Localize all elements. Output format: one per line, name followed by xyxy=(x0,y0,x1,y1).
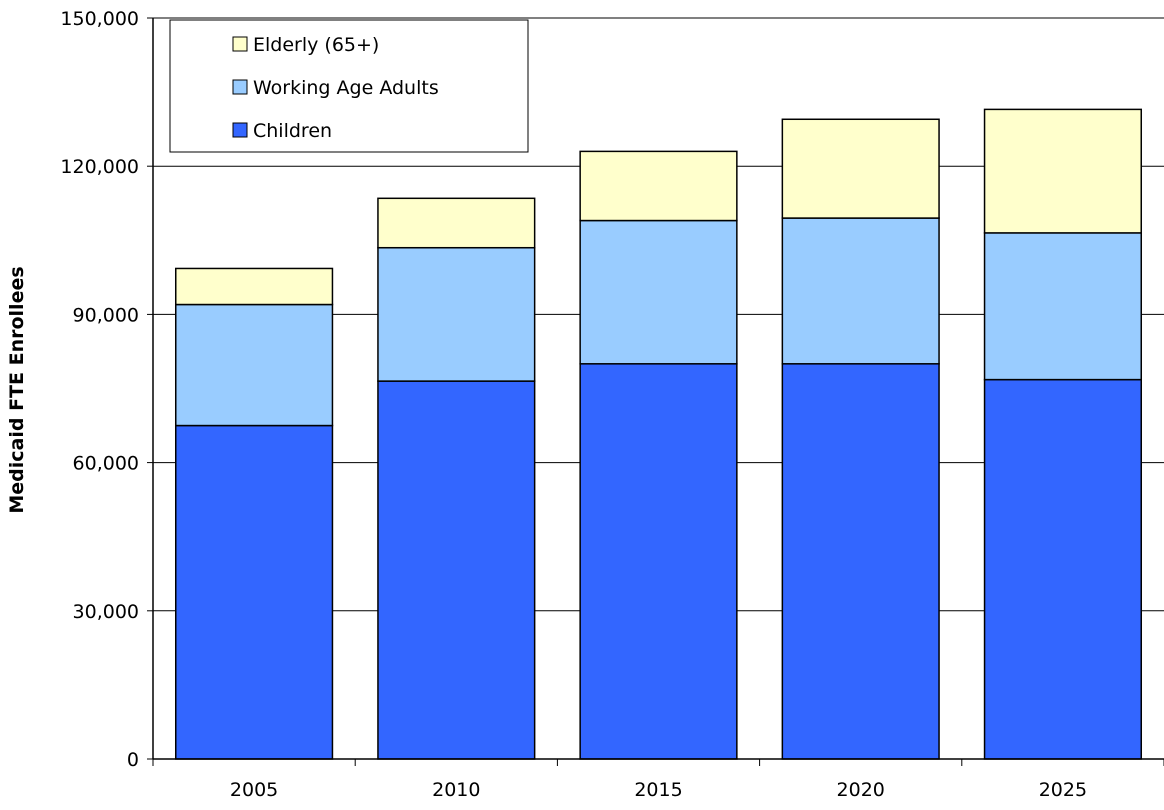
x-tick-label: 2020 xyxy=(837,779,885,801)
x-tick-label: 2025 xyxy=(1039,779,1087,801)
y-tick-label: 120,000 xyxy=(60,156,139,178)
bar-segment xyxy=(377,246,536,382)
y-tick-label: 90,000 xyxy=(73,304,139,326)
y-tick-label: 30,000 xyxy=(73,601,139,623)
y-tick-label: 60,000 xyxy=(73,453,139,475)
bar-segment xyxy=(174,303,334,427)
x-tick-label: 2015 xyxy=(634,779,682,801)
bar-segment xyxy=(377,380,536,760)
y-tick-label: 0 xyxy=(127,749,139,771)
bar-segment xyxy=(781,217,940,365)
bar-segment xyxy=(781,363,940,760)
x-tick-label: 2005 xyxy=(230,779,278,801)
bar-segment xyxy=(579,150,738,222)
legend-label: Children xyxy=(253,120,332,142)
bar-segment xyxy=(377,197,536,249)
y-axis-label: Medicaid FTE Enrollees xyxy=(6,266,28,513)
legend-label: Elderly (65+) xyxy=(253,34,379,56)
legend: Elderly (65+) Working Age Adults Children xyxy=(169,19,529,153)
legend-swatch xyxy=(232,122,248,138)
bar-segment xyxy=(983,108,1143,234)
legend-swatch xyxy=(232,79,248,95)
bar-segment xyxy=(983,232,1143,381)
legend-label: Working Age Adults xyxy=(253,77,439,99)
axes: 0 30,000 60,000 90,000 120,000 150,000 2005 201… xyxy=(60,8,1164,801)
bar-segment xyxy=(983,378,1143,760)
x-tick-label: 2010 xyxy=(432,779,480,801)
bar-segment xyxy=(579,363,738,760)
y-tick-label: 150,000 xyxy=(60,8,139,30)
legend-box xyxy=(169,19,529,153)
legend-swatch xyxy=(232,36,248,52)
bar-segment xyxy=(174,424,334,760)
bar-segment xyxy=(579,219,738,365)
bars xyxy=(174,108,1143,760)
bar-segment xyxy=(781,118,940,219)
bar-segment xyxy=(174,267,334,306)
